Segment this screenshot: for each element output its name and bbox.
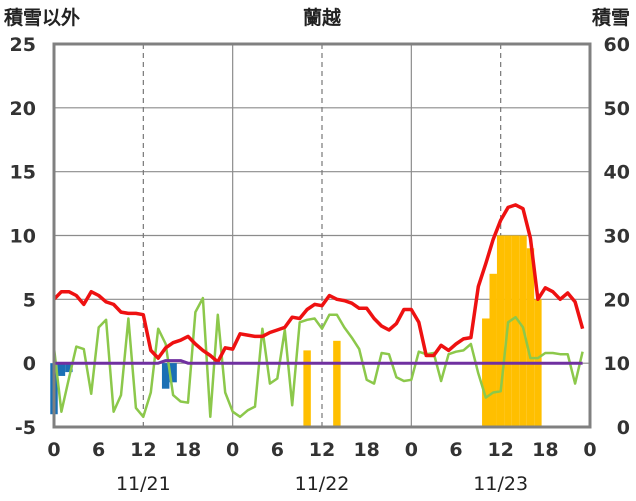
precip-bar xyxy=(65,363,73,373)
right-y-tick: 0 xyxy=(617,417,630,439)
temperature-line xyxy=(52,203,585,364)
date-label: 11/22 xyxy=(295,473,350,495)
precip-bar xyxy=(482,318,490,427)
precip-bar xyxy=(496,235,505,427)
x-tick: 12 xyxy=(130,439,156,461)
right-y-tick: 50 xyxy=(604,98,630,120)
left-y-tick: 20 xyxy=(10,98,36,120)
sunshine-line xyxy=(54,359,583,365)
x-tick: 0 xyxy=(405,439,418,461)
x-tick: 0 xyxy=(226,439,239,461)
left-axis-label: 積雪以外 xyxy=(4,6,80,29)
x-tick: 0 xyxy=(47,439,60,461)
right-y-tick: 40 xyxy=(604,162,630,184)
precip-bar xyxy=(169,363,177,383)
date-label: 11/23 xyxy=(473,473,528,495)
x-tick: 12 xyxy=(487,439,513,461)
x-tick: 6 xyxy=(92,439,105,461)
right-y-tick: 10 xyxy=(604,353,630,375)
left-y-tick: 10 xyxy=(10,226,36,248)
x-tick: 6 xyxy=(271,439,284,461)
left-y-tick: 25 xyxy=(10,34,36,56)
series-lines xyxy=(52,203,585,419)
right-y-tick: 30 xyxy=(604,226,630,248)
left-y-tick: 0 xyxy=(23,353,36,375)
precip-bar xyxy=(303,350,311,427)
wind-line xyxy=(52,296,584,419)
date-label: 11/21 xyxy=(116,473,171,495)
x-tick: 18 xyxy=(532,439,558,461)
precip-bar xyxy=(511,235,520,427)
precip-bar xyxy=(489,273,497,427)
left-y-tick: 15 xyxy=(10,162,36,184)
left-y-tick: -5 xyxy=(15,417,36,439)
x-tick: 18 xyxy=(353,439,379,461)
precip-bar xyxy=(526,248,535,427)
plot-frame xyxy=(52,42,592,429)
x-tick: 12 xyxy=(309,439,335,461)
precipitation-bars xyxy=(50,235,542,427)
chart-title: 蘭越 xyxy=(303,6,342,29)
x-tick: 18 xyxy=(175,439,201,461)
right-y-tick: 60 xyxy=(604,34,630,56)
precip-bar xyxy=(333,340,341,427)
precip-bar xyxy=(57,363,66,376)
x-tick: 0 xyxy=(583,439,596,461)
precip-bar xyxy=(161,363,170,389)
right-y-tick: 20 xyxy=(604,289,630,311)
right-axis-label: 積雪 xyxy=(592,6,630,29)
x-tick: 6 xyxy=(449,439,462,461)
left-y-tick: 5 xyxy=(23,289,36,311)
